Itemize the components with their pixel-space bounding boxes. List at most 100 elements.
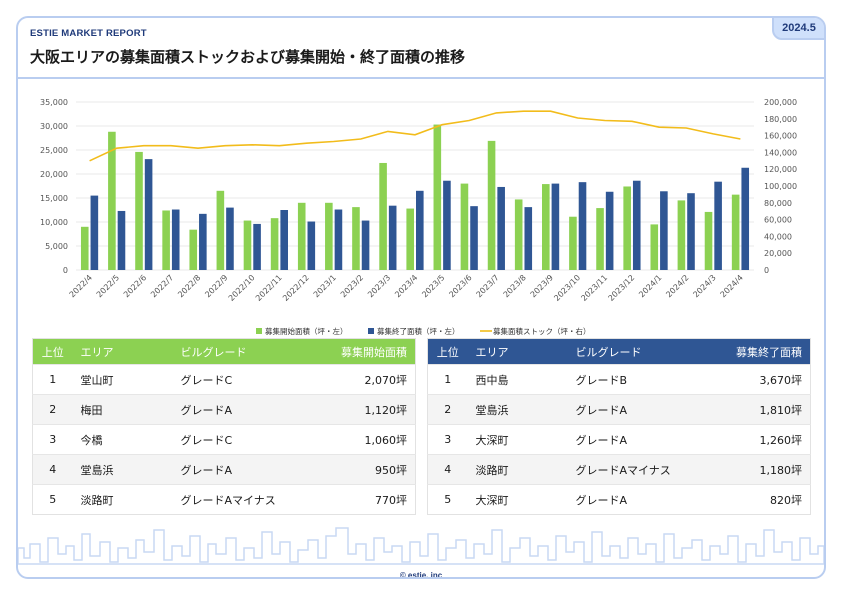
value-cell: 950坪 (312, 454, 416, 485)
city-skyline-decoration (18, 527, 824, 565)
stock-line (89, 110, 741, 162)
bar-end (416, 190, 424, 270)
bar-end (605, 191, 614, 270)
bar-start (731, 194, 740, 270)
bar-start (704, 211, 713, 270)
value-cell: 820坪 (707, 484, 811, 515)
header-rank: 上位 (427, 338, 468, 365)
grade-cell: グレードB (567, 364, 708, 395)
table-row: 1 堂山町 グレードC 2,070坪 (32, 364, 416, 395)
rank-cell: 5 (32, 484, 73, 515)
x-tick-label: 2023/12 (607, 273, 637, 303)
y-left-tick-label: 10,000 (40, 218, 68, 227)
area-cell: 梅田 (72, 394, 173, 425)
bar-end (497, 186, 505, 270)
bar-end (361, 220, 370, 270)
grade-cell: グレードA (567, 484, 708, 515)
bar-start (270, 218, 279, 270)
bar-start (433, 124, 442, 270)
y-right-tick-label: 160,000 (764, 132, 797, 141)
bar-end (551, 183, 560, 270)
value-cell: 1,120坪 (312, 394, 416, 425)
area-cell: 堂山町 (72, 364, 173, 395)
x-tick-label: 2022/9 (203, 273, 229, 299)
date-badge: 2024.5 (772, 18, 824, 40)
bar-start (352, 207, 360, 270)
bar-end (171, 209, 180, 270)
grade-cell: グレードAマイナス (567, 454, 708, 485)
y-right-tick-label: 60,000 (764, 216, 792, 225)
bar-end (470, 206, 478, 270)
bar-end (253, 223, 261, 270)
grade-cell: グレードA (567, 424, 708, 455)
rank-cell: 5 (427, 484, 468, 515)
area-cell: 今橋 (72, 424, 173, 455)
bar-start (325, 202, 333, 270)
header-start-area: 募集開始面積 (312, 338, 416, 365)
legend-label: 募集終了面積（坪・左） (377, 326, 460, 336)
end-ranking-table: 上位 エリア ビルグレード 募集終了面積 1 西中島 グレードB 3,670坪 … (427, 338, 811, 515)
rank-cell: 2 (427, 394, 468, 425)
area-cell: 大深町 (467, 424, 568, 455)
rank-cell: 3 (32, 424, 73, 455)
header-area: エリア (467, 338, 568, 365)
x-tick-label: 2024/2 (664, 273, 690, 299)
legend-label: 募集開始面積（坪・左） (265, 326, 348, 336)
rank-cell: 1 (427, 364, 468, 395)
value-cell: 770坪 (312, 484, 416, 515)
x-tick-label: 2022/12 (281, 273, 311, 303)
table-row: 3 大深町 グレードA 1,260坪 (427, 424, 811, 455)
header-grade: ビルグレード (172, 338, 313, 365)
y-left-tick-label: 35,000 (40, 98, 68, 107)
bar-end (443, 180, 451, 270)
bar-start (623, 186, 631, 270)
grade-cell: グレードC (172, 364, 313, 395)
rank-cell: 2 (32, 394, 73, 425)
grade-cell: グレードAマイナス (172, 484, 313, 515)
x-tick-label: 2022/5 (95, 273, 121, 299)
rank-cell: 4 (32, 454, 73, 485)
rank-cell: 1 (32, 364, 73, 395)
report-frame: ESTIE MARKET REPORT 2024.5 大阪エリアの募集面積ストッ… (16, 16, 826, 579)
y-right-tick-label: 20,000 (764, 249, 792, 258)
title-divider (18, 77, 824, 79)
bar-start (596, 208, 604, 270)
start-ranking-table: 上位 エリア ビルグレード 募集開始面積 1 堂山町 グレードC 2,070坪 … (32, 338, 416, 515)
bar-end (741, 167, 750, 270)
grade-cell: グレードC (172, 424, 313, 455)
grade-cell: グレードA (567, 394, 708, 425)
x-tick-label: 2024/1 (637, 273, 663, 299)
table-header-row: 上位 エリア ビルグレード 募集終了面積 (427, 338, 811, 365)
grade-cell: グレードA (172, 394, 313, 425)
table-row: 1 西中島 グレードB 3,670坪 (427, 364, 811, 395)
table-row: 4 堂島浜 グレードA 950坪 (32, 454, 416, 485)
table-row: 5 淡路町 グレードAマイナス 770坪 (32, 484, 416, 515)
bar-end (280, 210, 288, 270)
bar-end (632, 180, 641, 270)
area-cell: 西中島 (467, 364, 568, 395)
legend-swatch (256, 328, 262, 334)
x-tick-label: 2023/3 (366, 273, 392, 299)
bar-end (687, 193, 695, 270)
value-cell: 1,060坪 (312, 424, 416, 455)
report-label: ESTIE MARKET REPORT (30, 28, 147, 39)
bar-start (297, 202, 306, 270)
value-cell: 2,070坪 (312, 364, 416, 395)
bar-end (90, 195, 99, 270)
legend-label: 募集面積ストック（坪・右） (493, 326, 591, 336)
table-header-row: 上位 エリア ビルグレード 募集開始面積 (32, 338, 416, 365)
x-tick-label: 2023/11 (579, 273, 609, 303)
y-right-tick-label: 180,000 (764, 115, 797, 124)
rank-cell: 4 (427, 454, 468, 485)
area-cell: 淡路町 (467, 454, 568, 485)
bar-start (162, 210, 170, 270)
x-tick-label: 2022/6 (122, 273, 148, 299)
y-left-tick-label: 0 (63, 266, 68, 275)
header-rank: 上位 (32, 338, 73, 365)
bar-end (307, 221, 316, 270)
x-tick-label: 2023/9 (529, 273, 555, 299)
y-right-tick-label: 100,000 (764, 182, 797, 191)
header-grade: ビルグレード (567, 338, 708, 365)
value-cell: 1,180坪 (707, 454, 811, 485)
bar-start (542, 184, 550, 270)
